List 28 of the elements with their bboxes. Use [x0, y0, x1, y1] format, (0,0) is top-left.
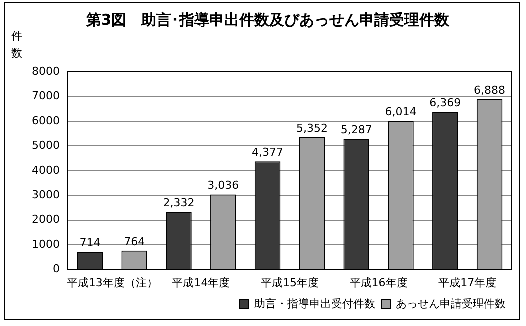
- y-tick-label: 6000: [32, 114, 60, 128]
- data-label: 5,287: [340, 123, 372, 136]
- data-label: 3,036: [208, 179, 240, 192]
- x-tick-label: 平成17年度: [438, 276, 497, 290]
- y-tick-label: 5000: [32, 139, 60, 152]
- x-tick-label: 平成15年度: [260, 276, 319, 290]
- data-label: 6,888: [474, 84, 506, 97]
- legend-label: 助言・指導申出受付件数: [254, 297, 376, 310]
- y-tick-label: 2000: [32, 213, 60, 226]
- y-tick-label: 0: [52, 262, 60, 276]
- x-tick-label: 平成16年度: [350, 276, 408, 290]
- y-tick-label: 8000: [32, 64, 60, 78]
- x-tick-label: 平成14年度: [172, 276, 230, 290]
- data-label: 6,369: [430, 96, 462, 110]
- data-label: 764: [124, 235, 146, 248]
- y-tick-label: 7000: [32, 90, 60, 103]
- data-label: 2,332: [163, 196, 195, 210]
- y-tick-label: 1000: [32, 238, 60, 251]
- x-tick-label: 平成13年度（注）: [66, 276, 158, 290]
- data-label: 714: [80, 236, 101, 250]
- data-label: 5,352: [296, 122, 328, 135]
- data-label: 6,014: [385, 105, 417, 118]
- y-tick-label: 4000: [32, 164, 60, 177]
- data-label: 4,377: [252, 146, 284, 159]
- legend-label: あっせん申請受理件数: [396, 297, 506, 310]
- y-tick-label: 3000: [32, 188, 60, 202]
- y-axis-title: 件数: [10, 29, 24, 62]
- chart-title: 第3図 助言･指導申出件数及びあっせん申請受理件数: [85, 10, 451, 29]
